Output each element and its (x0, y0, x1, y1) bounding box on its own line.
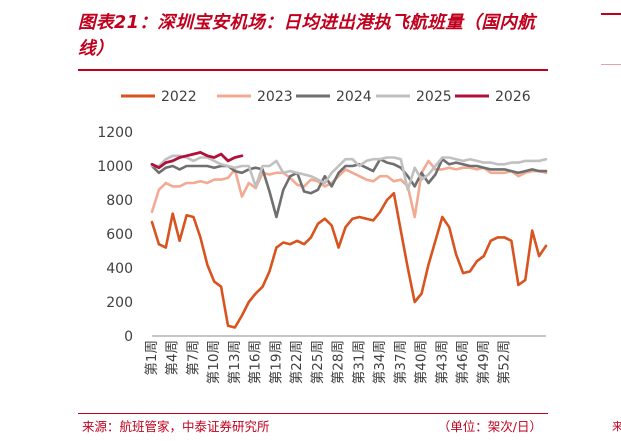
adjacent-panel-fragment: 来 (612, 420, 621, 433)
chart-title: 图表21：深圳宝安机场：日均进出港执飞航班量（国内航线） (78, 13, 536, 59)
x-tick-label: 第10周 (205, 340, 222, 384)
x-tick-label: 第19周 (267, 340, 284, 384)
series-line-2022 (150, 191, 548, 329)
x-tick-label: 第31周 (350, 340, 367, 384)
x-tick-label: 第49周 (475, 340, 492, 384)
footer: 来源：航班管家，中泰证券研究所 （单位：架次/日） (78, 416, 548, 436)
x-tick-label: 第34周 (371, 340, 388, 384)
x-tick-label: 第22周 (288, 340, 305, 384)
source-note: 来源：航班管家，中泰证券研究所 (82, 419, 270, 434)
plot-area (150, 150, 548, 329)
x-tick-label: 第1周 (143, 340, 160, 376)
y-tick-label: 400 (106, 261, 133, 277)
y-tick-label: 800 (106, 193, 133, 209)
legend-label-2023: 2023 (257, 89, 293, 105)
legend-label-2022: 2022 (161, 89, 197, 105)
x-tick-label: 第52周 (496, 340, 513, 384)
x-axis: 第1周 第4周 第7周 第10周 第13周 第16周 第19周 第22周 第25周 第28周 第31… (143, 340, 513, 384)
y-axis: 0 200 400 600 800 1000 1200 (97, 125, 546, 345)
y-tick-label: 0 (124, 329, 133, 345)
x-tick-label: 第13周 (226, 340, 243, 384)
legend-label-2025: 2025 (416, 89, 452, 105)
series-line-2026 (150, 150, 244, 170)
y-tick-label: 600 (106, 227, 133, 243)
x-tick-label: 第28周 (330, 340, 347, 384)
x-tick-label: 第37周 (392, 340, 409, 384)
x-tick-label: 第25周 (309, 340, 326, 384)
x-tick-label: 第43周 (433, 340, 450, 384)
x-tick-label: 第4周 (164, 340, 181, 376)
adjacent-panel-rule (601, 13, 621, 15)
legend-label-2024: 2024 (336, 89, 372, 105)
legend-label-2026: 2026 (495, 89, 531, 105)
adjacent-panel-rule-thin (601, 64, 621, 65)
title-divider (78, 69, 548, 71)
legend: 2022 2023 2024 2025 2026 (121, 89, 531, 105)
series-line-2025 (150, 154, 548, 192)
x-tick-label: 第16周 (247, 340, 264, 384)
y-tick-label: 200 (106, 295, 133, 311)
unit-note: （单位：架次/日） (437, 419, 542, 434)
x-tick-label: 第46周 (454, 340, 471, 384)
x-tick-label: 第40周 (413, 340, 430, 384)
series-line-2023 (150, 159, 548, 219)
x-tick-label: 第7周 (184, 340, 201, 376)
series-line-2024 (150, 157, 548, 219)
y-tick-label: 1000 (97, 159, 133, 175)
y-tick-label: 1200 (97, 125, 133, 141)
footer-divider (78, 413, 548, 414)
